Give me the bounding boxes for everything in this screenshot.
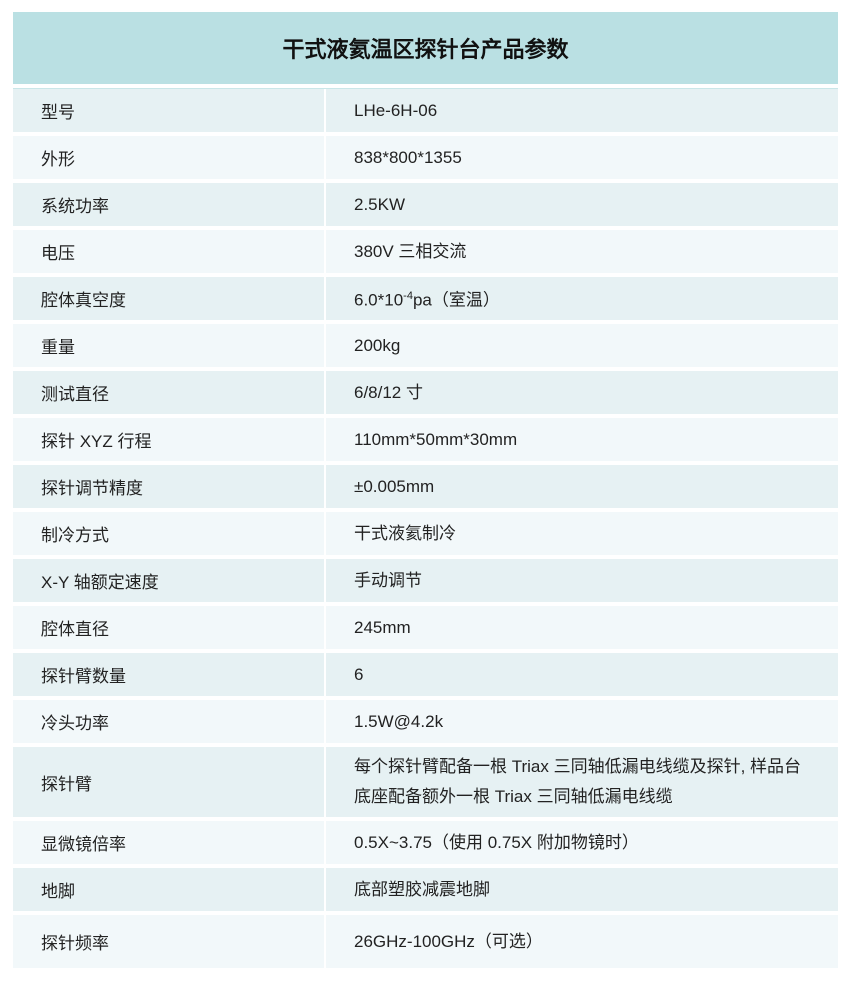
- param-label: 电压: [13, 230, 324, 273]
- table-row: 制冷方式 干式液氦制冷: [13, 512, 838, 555]
- param-value: 底部塑胶减震地脚: [326, 868, 838, 911]
- table-row: 重量 200kg: [13, 324, 838, 367]
- table-row: 测试直径 6/8/12 寸: [13, 371, 838, 414]
- table-row: 外形 838*800*1355: [13, 136, 838, 179]
- param-value: 6.0*10-4pa（室温）: [326, 277, 838, 320]
- table-row: 探针臂数量 6: [13, 653, 838, 696]
- param-value: 每个探针臂配备一根 Triax 三同轴低漏电线缆及探针, 样品台底座配备额外一根…: [326, 747, 838, 817]
- param-label: 腔体直径: [13, 606, 324, 649]
- param-label: X-Y 轴额定速度: [13, 559, 324, 602]
- param-label: 型号: [13, 89, 324, 132]
- param-label: 重量: [13, 324, 324, 367]
- param-value: 2.5KW: [326, 183, 838, 226]
- table-row: 显微镜倍率 0.5X~3.75（使用 0.75X 附加物镜时）: [13, 821, 838, 864]
- param-label: 制冷方式: [13, 512, 324, 555]
- param-label: 系统功率: [13, 183, 324, 226]
- table-row: 腔体直径 245mm: [13, 606, 838, 649]
- param-value: 6/8/12 寸: [326, 371, 838, 414]
- table-title: 干式液氦温区探针台产品参数: [13, 12, 838, 88]
- table-row: 探针 XYZ 行程 110mm*50mm*30mm: [13, 418, 838, 461]
- table-row: X-Y 轴额定速度 手动调节: [13, 559, 838, 602]
- table-row: 电压 380V 三相交流: [13, 230, 838, 273]
- spec-table: 干式液氦温区探针台产品参数 型号 LHe-6H-06 外形 838*800*1355 系…: [13, 12, 838, 968]
- param-label: 探针臂: [13, 747, 324, 817]
- param-label: 探针 XYZ 行程: [13, 418, 324, 461]
- value-sup: -4: [403, 290, 413, 303]
- param-label: 地脚: [13, 868, 324, 911]
- param-label: 测试直径: [13, 371, 324, 414]
- param-value: LHe-6H-06: [326, 89, 838, 132]
- param-value: 245mm: [326, 606, 838, 649]
- table-row: 探针频率 26GHz-100GHz（可选）: [13, 915, 838, 968]
- param-value: 手动调节: [326, 559, 838, 602]
- param-value: 6: [326, 653, 838, 696]
- param-value: 1.5W@4.2k: [326, 700, 838, 743]
- param-label: 探针频率: [13, 915, 324, 968]
- param-value: 干式液氦制冷: [326, 512, 838, 555]
- param-label: 冷头功率: [13, 700, 324, 743]
- table-row: 冷头功率 1.5W@4.2k: [13, 700, 838, 743]
- param-label: 显微镜倍率: [13, 821, 324, 864]
- table-row: 系统功率 2.5KW: [13, 183, 838, 226]
- param-value: 838*800*1355: [326, 136, 838, 179]
- param-label: 探针调节精度: [13, 465, 324, 508]
- table-row: 探针臂 每个探针臂配备一根 Triax 三同轴低漏电线缆及探针, 样品台底座配备额…: [13, 747, 838, 817]
- value-post: pa（室温）: [412, 290, 500, 310]
- table-body: 型号 LHe-6H-06 外形 838*800*1355 系统功率 2.5KW 电压 380V…: [13, 89, 838, 968]
- param-value: 380V 三相交流: [326, 230, 838, 273]
- param-value: 0.5X~3.75（使用 0.75X 附加物镜时）: [326, 821, 838, 864]
- divider: [13, 88, 838, 89]
- param-label: 探针臂数量: [13, 653, 324, 696]
- param-value: ±0.005mm: [326, 465, 838, 508]
- value-pre: 6.0*10: [354, 290, 404, 310]
- param-value: 26GHz-100GHz（可选）: [326, 915, 838, 968]
- table-row: 探针调节精度 ±0.005mm: [13, 465, 838, 508]
- param-label: 腔体真空度: [13, 277, 324, 320]
- table-row: 型号 LHe-6H-06: [13, 89, 838, 132]
- table-row: 地脚 底部塑胶减震地脚: [13, 868, 838, 911]
- param-value: 110mm*50mm*30mm: [326, 418, 838, 461]
- table-row: 腔体真空度 6.0*10-4pa（室温）: [13, 277, 838, 320]
- param-value: 200kg: [326, 324, 838, 367]
- param-label: 外形: [13, 136, 324, 179]
